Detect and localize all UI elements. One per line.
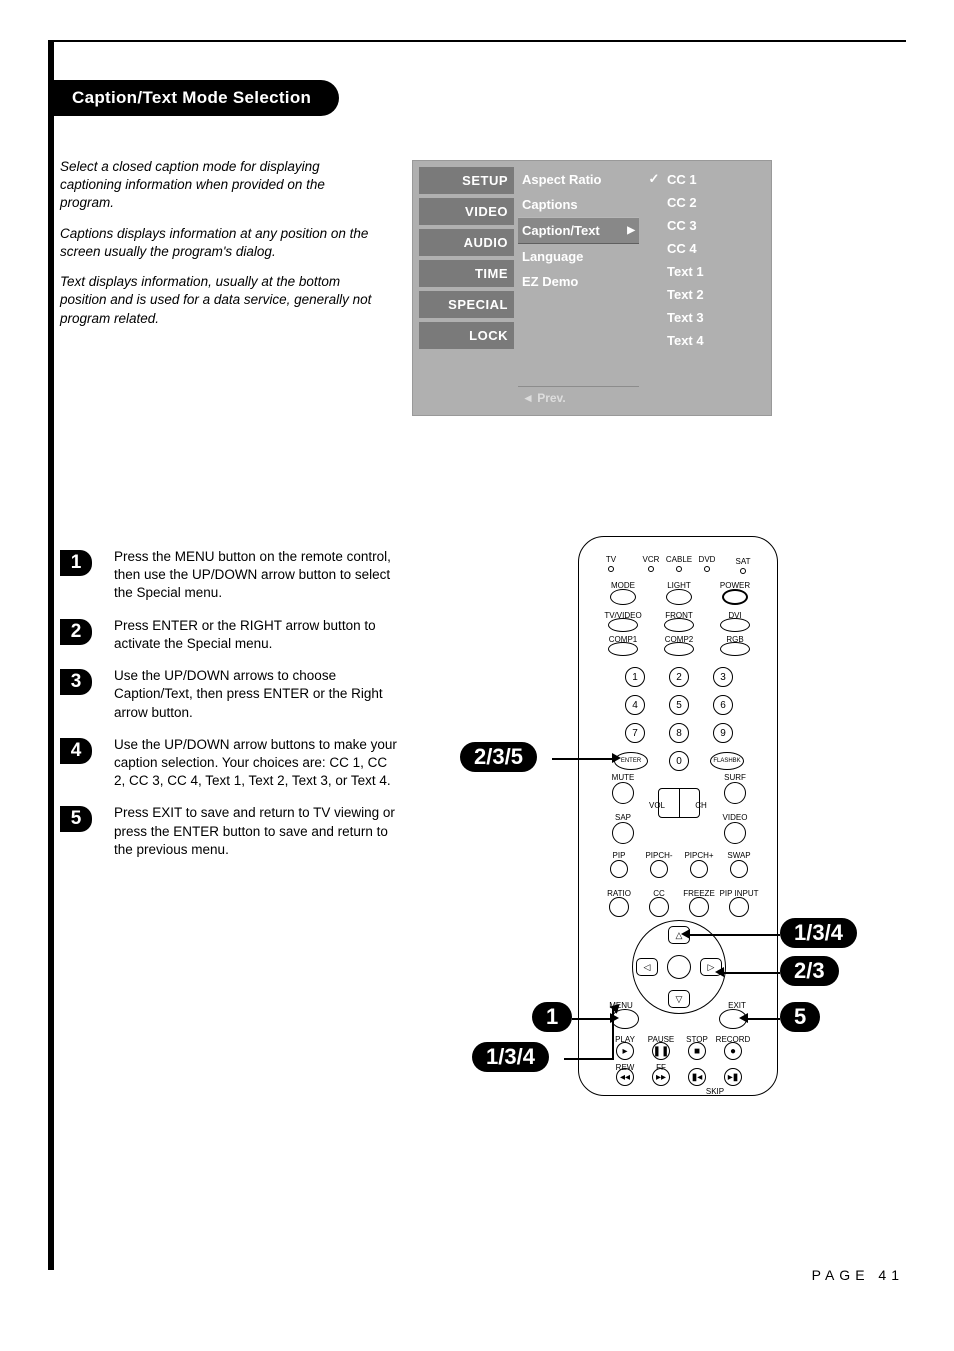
step-num: 1	[60, 550, 92, 576]
pip-button[interactable]	[610, 860, 628, 878]
num-4-button[interactable]: 4	[625, 695, 645, 715]
callout-menu: 1	[532, 1002, 572, 1032]
osd-option-t1[interactable]: Text 1	[643, 260, 765, 283]
num-9-button[interactable]: 9	[713, 723, 733, 743]
comp2-button[interactable]	[664, 642, 694, 656]
tv-dot-icon	[608, 566, 614, 572]
sap-button[interactable]	[612, 822, 634, 844]
arrow-icon	[612, 753, 621, 763]
osd-items: Aspect Ratio Captions Caption/Text ▶ Lan…	[514, 167, 639, 409]
osd-tab-time[interactable]: TIME	[419, 260, 514, 287]
callout-dpad-right: 2/3	[780, 956, 839, 986]
cc-button[interactable]	[649, 897, 669, 917]
front-button[interactable]	[664, 618, 694, 632]
osd-item-language[interactable]: Language	[518, 244, 639, 269]
step-1: 1 Press the MENU button on the remote co…	[60, 548, 400, 603]
osd-tab-video[interactable]: VIDEO	[419, 198, 514, 225]
osd-option-t3[interactable]: Text 3	[643, 306, 765, 329]
osd-item-captiontext[interactable]: Caption/Text ▶	[518, 217, 639, 244]
light-button[interactable]	[666, 589, 692, 605]
pause-button[interactable]: ❚❚	[652, 1042, 670, 1060]
osd-option-cc3[interactable]: CC 3	[643, 214, 765, 237]
rew-button[interactable]: ◂◂	[616, 1068, 634, 1086]
play-button[interactable]: ▸	[616, 1042, 634, 1060]
dpad-enter-button[interactable]	[667, 955, 691, 979]
dpad-down-button[interactable]: ▽	[668, 990, 690, 1008]
intro-p3: Text displays information, usually at th…	[60, 273, 380, 328]
remote-diagram: TV VCR CABLE DVD SAT MODE LIGHT POWER TV…	[460, 530, 900, 1130]
comp1-button[interactable]	[608, 642, 638, 656]
osd-option-cc2[interactable]: CC 2	[643, 191, 765, 214]
osd-tabs: SETUP VIDEO AUDIO TIME SPECIAL LOCK	[419, 167, 514, 409]
osd-item-aspect[interactable]: Aspect Ratio	[518, 167, 639, 192]
intro-p2: Captions displays information at any pos…	[60, 225, 380, 261]
skip-fwd-button[interactable]: ▸▮	[724, 1068, 742, 1086]
osd-options: ✓CC 1 CC 2 CC 3 CC 4 Text 1 Text 2 Text …	[639, 167, 765, 409]
osd-option-t4[interactable]: Text 4	[643, 329, 765, 352]
step-3: 3 Use the UP/DOWN arrows to choose Capti…	[60, 667, 400, 722]
step-2: 2 Press ENTER or the RIGHT arrow button …	[60, 617, 400, 653]
ff-button[interactable]: ▸▸	[652, 1068, 670, 1086]
num-2-button[interactable]: 2	[669, 667, 689, 687]
callout-exit: 5	[780, 1002, 820, 1032]
rgb-button[interactable]	[720, 642, 750, 656]
num-7-button[interactable]: 7	[625, 723, 645, 743]
record-button[interactable]: ●	[724, 1042, 742, 1060]
steps-list: 1 Press the MENU button on the remote co…	[60, 548, 400, 873]
video-button[interactable]	[724, 822, 746, 844]
dvi-button[interactable]	[720, 618, 750, 632]
osd-tab-special[interactable]: SPECIAL	[419, 291, 514, 318]
ratio-button[interactable]	[609, 897, 629, 917]
remote-outline: TV VCR CABLE DVD SAT MODE LIGHT POWER TV…	[578, 536, 778, 1096]
lead-enter	[552, 758, 612, 760]
intro-text: Select a closed caption mode for display…	[60, 158, 380, 340]
callout-dpad-bottom: 1/3/4	[472, 1042, 549, 1072]
stop-button[interactable]: ■	[688, 1042, 706, 1060]
callout-enter: 2/3/5	[460, 742, 537, 772]
step-4: 4 Use the UP/DOWN arrow buttons to make …	[60, 736, 400, 791]
osd-option-cc4[interactable]: CC 4	[643, 237, 765, 260]
pipch-plus-button[interactable]	[690, 860, 708, 878]
intro-p1: Select a closed caption mode for display…	[60, 158, 380, 213]
num-1-button[interactable]: 1	[625, 667, 645, 687]
osd-tab-audio[interactable]: AUDIO	[419, 229, 514, 256]
mode-button[interactable]	[610, 589, 636, 605]
num-8-button[interactable]: 8	[669, 723, 689, 743]
freeze-button[interactable]	[689, 897, 709, 917]
dpad-left-button[interactable]: ◁	[636, 958, 658, 976]
skip-back-button[interactable]: ▮◂	[688, 1068, 706, 1086]
num-6-button[interactable]: 6	[713, 695, 733, 715]
num-5-button[interactable]: 5	[669, 695, 689, 715]
num-0-button[interactable]: 0	[669, 751, 689, 771]
osd-prev[interactable]: ◄ Prev.	[518, 386, 639, 409]
check-icon: ✓	[647, 171, 661, 187]
page-number: PAGE 41	[812, 1267, 904, 1283]
power-button[interactable]	[722, 589, 748, 605]
pipch-minus-button[interactable]	[650, 860, 668, 878]
callout-dpad-up: 1/3/4	[780, 918, 857, 948]
section-title: Caption/Text Mode Selection	[54, 80, 339, 116]
step-text: Press the MENU button on the remote cont…	[114, 548, 400, 603]
mute-button[interactable]	[612, 782, 634, 804]
tvvideo-button[interactable]	[608, 618, 638, 632]
pipinput-button[interactable]	[729, 897, 749, 917]
arrow-right-icon: ▶	[627, 225, 635, 236]
osd-item-captions[interactable]: Captions	[518, 192, 639, 217]
num-3-button[interactable]: 3	[713, 667, 733, 687]
osd-panel: SETUP VIDEO AUDIO TIME SPECIAL LOCK Aspe…	[412, 160, 772, 416]
osd-option-t2[interactable]: Text 2	[643, 283, 765, 306]
step-5: 5 Press EXIT to save and return to TV vi…	[60, 804, 400, 859]
flashbk-button[interactable]: FLASHBK	[710, 752, 744, 770]
surf-button[interactable]	[724, 782, 746, 804]
osd-tab-lock[interactable]: LOCK	[419, 322, 514, 349]
osd-item-ezdemo[interactable]: EZ Demo	[518, 269, 639, 294]
osd-option-cc1[interactable]: ✓CC 1	[643, 167, 765, 191]
swap-button[interactable]	[730, 860, 748, 878]
osd-tab-setup[interactable]: SETUP	[419, 167, 514, 194]
